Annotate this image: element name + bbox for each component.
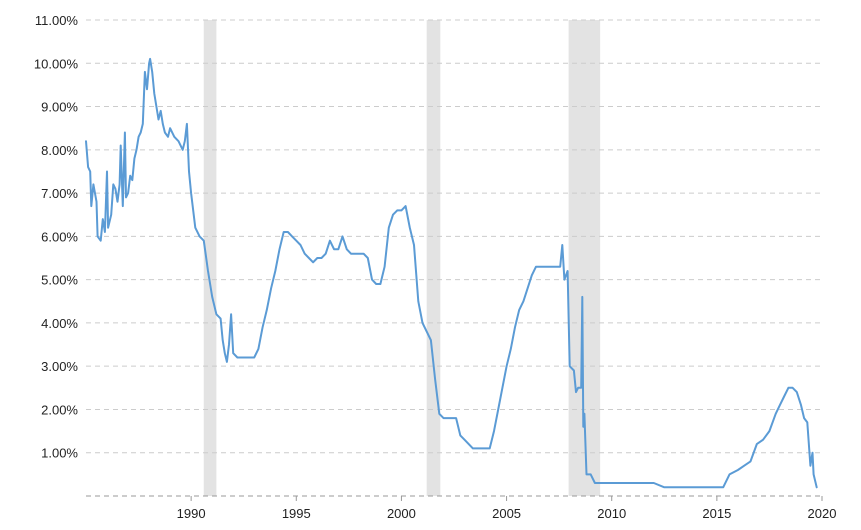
recession-band-1 bbox=[203, 20, 217, 496]
y-tick-label: 1.00% bbox=[41, 446, 78, 461]
x-tick-label: 2015 bbox=[702, 506, 731, 521]
y-tick-label: 9.00% bbox=[41, 100, 78, 115]
y-tick-label: 6.00% bbox=[41, 229, 78, 244]
y-tick-label: 2.00% bbox=[41, 402, 78, 417]
x-tick-label: 2000 bbox=[387, 506, 416, 521]
x-tick-label: 2010 bbox=[597, 506, 626, 521]
y-tick-label: 8.00% bbox=[41, 143, 78, 158]
series-lines bbox=[85, 57, 818, 489]
y-tick-label: 4.00% bbox=[41, 316, 78, 331]
x-tick-label: 1990 bbox=[177, 506, 206, 521]
series-line-1 bbox=[85, 57, 818, 489]
x-tick-label: 2020 bbox=[808, 506, 837, 521]
grid-lines bbox=[86, 19, 822, 497]
x-tick-label: 2005 bbox=[492, 506, 521, 521]
y-tick-label: 3.00% bbox=[41, 359, 78, 374]
recession-bands bbox=[203, 20, 601, 496]
recession-band-2 bbox=[426, 20, 441, 496]
y-tick-label: 5.00% bbox=[41, 273, 78, 288]
y-tick-label: 10.00% bbox=[34, 56, 79, 71]
y-axis-labels: 1.00% 2.00% 3.00% 4.00% 5.00% 6.00% 7.00% 8.00%… bbox=[34, 13, 79, 461]
x-axis-labels: 1990 1995 2000 2005 2010 2015 2020 bbox=[177, 496, 837, 521]
y-tick-label: 7.00% bbox=[41, 186, 78, 201]
x-tick-label: 1995 bbox=[282, 506, 311, 521]
y-tick-label: 11.00% bbox=[35, 13, 79, 28]
